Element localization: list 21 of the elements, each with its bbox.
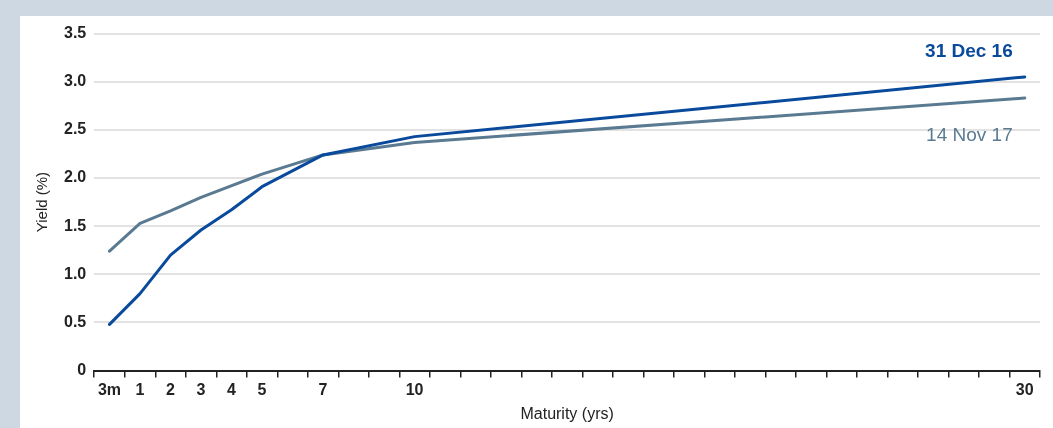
x-tick-label: 1 [135, 380, 145, 398]
x-tick-label: 7 [318, 380, 328, 398]
x-tick-label: 10 [405, 380, 424, 398]
x-tick-label: 5 [257, 380, 267, 398]
x-tick-label: 3m [97, 380, 122, 398]
y-tick-label: 0 [77, 361, 87, 379]
series-label: 14 Nov 17 [926, 123, 1013, 145]
series-label: 31 Dec 16 [925, 39, 1013, 61]
y-tick-label: 2.0 [63, 168, 87, 186]
y-tick-label: 0.5 [63, 312, 87, 330]
y-tick-label: 3.5 [63, 24, 87, 42]
x-tick-label: 3 [196, 380, 206, 398]
y-tick-label: 3.0 [63, 72, 87, 90]
y-tick-label: 2.5 [63, 120, 87, 138]
y-axis-title: Yield (%) [33, 171, 51, 233]
y-tick-label: 1.0 [63, 264, 87, 282]
x-axis-title: Maturity (yrs) [520, 404, 614, 422]
x-tick-label: 4 [227, 380, 237, 398]
x-tick-label: 30 [1015, 380, 1034, 398]
x-tick-label: 2 [166, 380, 176, 398]
y-tick-label: 1.5 [63, 216, 87, 234]
